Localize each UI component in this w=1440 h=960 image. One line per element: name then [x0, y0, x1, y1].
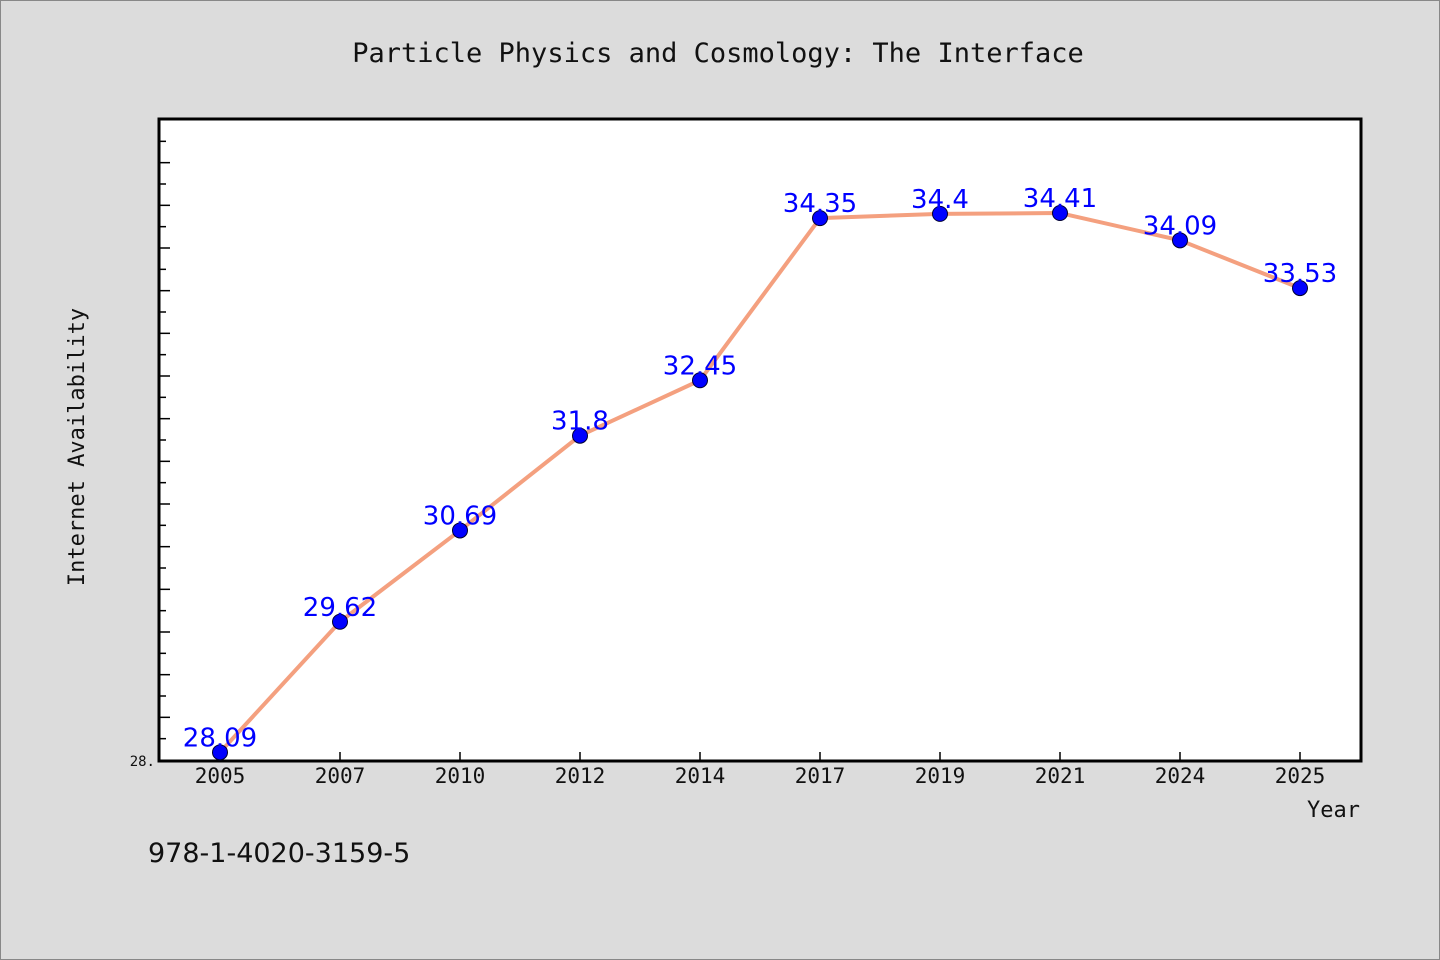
- data-labels: 28.09 29.62 30.69 31.8 32.45 34.35 34.4 34.41 34…: [183, 184, 1337, 753]
- data-point: [1172, 232, 1188, 249]
- x-tick-label: 2012: [555, 764, 606, 788]
- data-label: 31.8: [551, 407, 609, 437]
- isbn-footer: 978-1-4020-3159-5: [148, 838, 410, 869]
- x-tick-label: 2005: [195, 764, 246, 788]
- data-point: [1292, 280, 1308, 297]
- data-label: 34.09: [1143, 211, 1217, 241]
- data-markers: [212, 205, 1308, 761]
- data-label: 28.09: [183, 723, 257, 753]
- plot-area: [157, 117, 1363, 763]
- x-tick-label: 2007: [315, 764, 366, 788]
- series-line: [218, 211, 1302, 755]
- data-point: [692, 372, 708, 389]
- x-tick-label: 2025: [1275, 764, 1326, 788]
- x-tick-label: 2024: [1155, 764, 1206, 788]
- data-point: [332, 613, 348, 630]
- x-tick-label: 2017: [795, 764, 846, 788]
- data-label: 33.53: [1263, 259, 1337, 289]
- data-label: 29.62: [303, 593, 377, 623]
- data-label: 34.4: [911, 185, 969, 215]
- x-tick-label: 2014: [675, 764, 726, 788]
- data-label: 34.35: [783, 189, 857, 219]
- y-axis-ticks: [160, 140, 170, 740]
- data-point: [812, 210, 828, 227]
- data-point: [932, 205, 948, 222]
- y-tick-label: 28.: [130, 754, 155, 770]
- data-point: [572, 427, 588, 444]
- x-tick-label: 2021: [1035, 764, 1086, 788]
- data-point: [452, 522, 468, 539]
- data-label: 30.69: [423, 501, 497, 531]
- x-axis-label: Year: [1307, 798, 1360, 823]
- x-tick-label: 2010: [435, 764, 486, 788]
- y-axis-label: Internet Availability: [65, 308, 90, 586]
- x-axis-tick-labels: 2005 2007 2010 2012 2014 2017 2019 2021 2024 2025: [195, 764, 1326, 788]
- data-label: 34.41: [1023, 184, 1097, 214]
- data-point: [212, 744, 228, 761]
- x-tick-label: 2019: [915, 764, 966, 788]
- data-point: [1052, 205, 1068, 222]
- data-label: 32.45: [663, 351, 737, 381]
- chart-title: Particle Physics and Cosmology: The Inte…: [352, 38, 1084, 69]
